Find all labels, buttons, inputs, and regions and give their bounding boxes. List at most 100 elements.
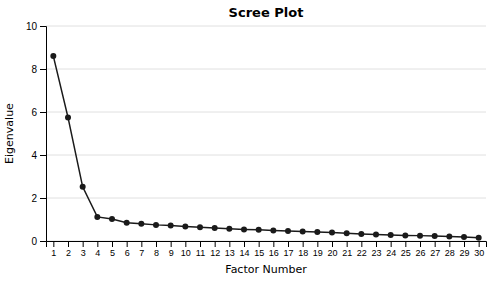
x-tick-label: 23 xyxy=(371,248,381,258)
x-tick-label: 22 xyxy=(357,248,367,258)
y-tick-label: 2 xyxy=(31,193,37,204)
x-tick-label: 19 xyxy=(313,248,323,258)
x-tick-mark xyxy=(244,241,245,247)
x-tick-mark xyxy=(361,241,362,247)
y-tick-mark xyxy=(40,241,46,242)
x-tick: 7 xyxy=(139,241,144,258)
x-tick-mark xyxy=(391,241,392,247)
y-tick: 2 xyxy=(31,193,46,204)
title: Scree Plot xyxy=(229,5,304,20)
data-point xyxy=(446,233,452,239)
y-tick-mark xyxy=(40,112,46,113)
data-point xyxy=(432,233,438,239)
data-point xyxy=(358,231,364,237)
y-tick: 0 xyxy=(31,236,46,247)
x-tick: 23 xyxy=(371,241,381,258)
x-tick-mark xyxy=(376,241,377,247)
x-tick: 4 xyxy=(95,241,100,258)
data-point xyxy=(476,235,482,241)
grid-line xyxy=(46,69,486,70)
x-tick-mark xyxy=(53,241,54,247)
x-tick: 26 xyxy=(415,241,425,258)
data-point xyxy=(402,232,408,238)
y-tick: 10 xyxy=(26,21,46,32)
x-tick-label: 25 xyxy=(401,248,411,258)
grid-line xyxy=(46,198,486,199)
x-tick-label: 9 xyxy=(169,248,174,258)
y-tick-mark xyxy=(40,69,46,70)
x-tick-mark xyxy=(303,241,304,247)
x-tick-label: 10 xyxy=(181,248,191,258)
x-tick-mark xyxy=(127,241,128,247)
x-tick: 3 xyxy=(81,241,86,258)
x-tick-label: 8 xyxy=(154,248,159,258)
y-axis-title: Eigenvalue xyxy=(3,103,16,164)
x-tick-label: 30 xyxy=(474,248,484,258)
x-tick-mark xyxy=(68,241,69,247)
x-tick-mark xyxy=(171,241,172,247)
x-tick-label: 14 xyxy=(239,248,249,258)
x-tick: 18 xyxy=(298,241,308,258)
x-tick-mark xyxy=(259,241,260,247)
x-tick: 16 xyxy=(269,241,279,258)
x-tick-mark xyxy=(215,241,216,247)
x-tick: 29 xyxy=(459,241,469,258)
x-tick: 14 xyxy=(239,241,249,258)
x-tick: 11 xyxy=(196,241,205,258)
x-tick: 28 xyxy=(445,241,455,258)
data-point xyxy=(373,232,379,238)
x-tick-label: 27 xyxy=(430,248,440,258)
x-tick: 8 xyxy=(154,241,159,258)
x-axis: 1234567891011121314151617181920212223242… xyxy=(47,241,487,258)
x-tick-label: 28 xyxy=(445,248,455,258)
x-tick-label: 4 xyxy=(95,248,100,258)
x-tick-label: 5 xyxy=(110,248,115,258)
x-tick-label: 12 xyxy=(210,248,220,258)
x-tick: 5 xyxy=(110,241,115,258)
data-point xyxy=(138,221,144,227)
x-tick: 10 xyxy=(181,241,191,258)
x-tick-mark xyxy=(273,241,274,247)
plot-area xyxy=(50,53,481,241)
x-tick-mark xyxy=(97,241,98,247)
x-tick-label: 17 xyxy=(283,248,293,258)
x-tick: 6 xyxy=(125,241,130,258)
data-point xyxy=(65,114,71,120)
x-tick: 12 xyxy=(210,241,220,258)
data-point xyxy=(226,226,232,232)
x-tick-label: 11 xyxy=(196,248,205,258)
x-tick-mark xyxy=(141,241,142,247)
data-point xyxy=(270,227,276,233)
data-point xyxy=(80,184,86,190)
x-tick: 21 xyxy=(342,241,352,258)
data-point xyxy=(388,232,394,238)
y-tick-label: 10 xyxy=(26,21,38,32)
y-tick-label: 8 xyxy=(31,64,37,75)
x-tick-mark xyxy=(332,241,333,247)
x-tick-label: 13 xyxy=(225,248,235,258)
x-tick-label: 29 xyxy=(459,248,469,258)
y-tick-mark xyxy=(40,198,46,199)
y-tick-mark xyxy=(40,26,46,27)
data-point xyxy=(329,230,335,236)
grid xyxy=(46,26,486,241)
data-point xyxy=(417,233,423,239)
x-tick: 22 xyxy=(357,241,367,258)
x-tick-mark xyxy=(112,241,113,247)
x-tick-mark xyxy=(347,241,348,247)
data-point xyxy=(168,223,174,229)
x-tick-label: 6 xyxy=(125,248,130,258)
x-tick-mark xyxy=(479,241,480,247)
data-point xyxy=(212,225,218,231)
data-point xyxy=(124,220,130,226)
grid-line xyxy=(46,26,486,27)
x-tick-mark xyxy=(420,241,421,247)
y-tick: 4 xyxy=(31,150,46,161)
data-line xyxy=(53,56,478,238)
x-tick: 27 xyxy=(430,241,440,258)
y-axis-line xyxy=(40,27,47,242)
x-tick: 1 xyxy=(51,241,56,258)
x-tick: 13 xyxy=(225,241,235,258)
y-tick-label: 0 xyxy=(31,236,37,247)
chart: 1234567891011121314151617181920212223242… xyxy=(0,0,500,281)
